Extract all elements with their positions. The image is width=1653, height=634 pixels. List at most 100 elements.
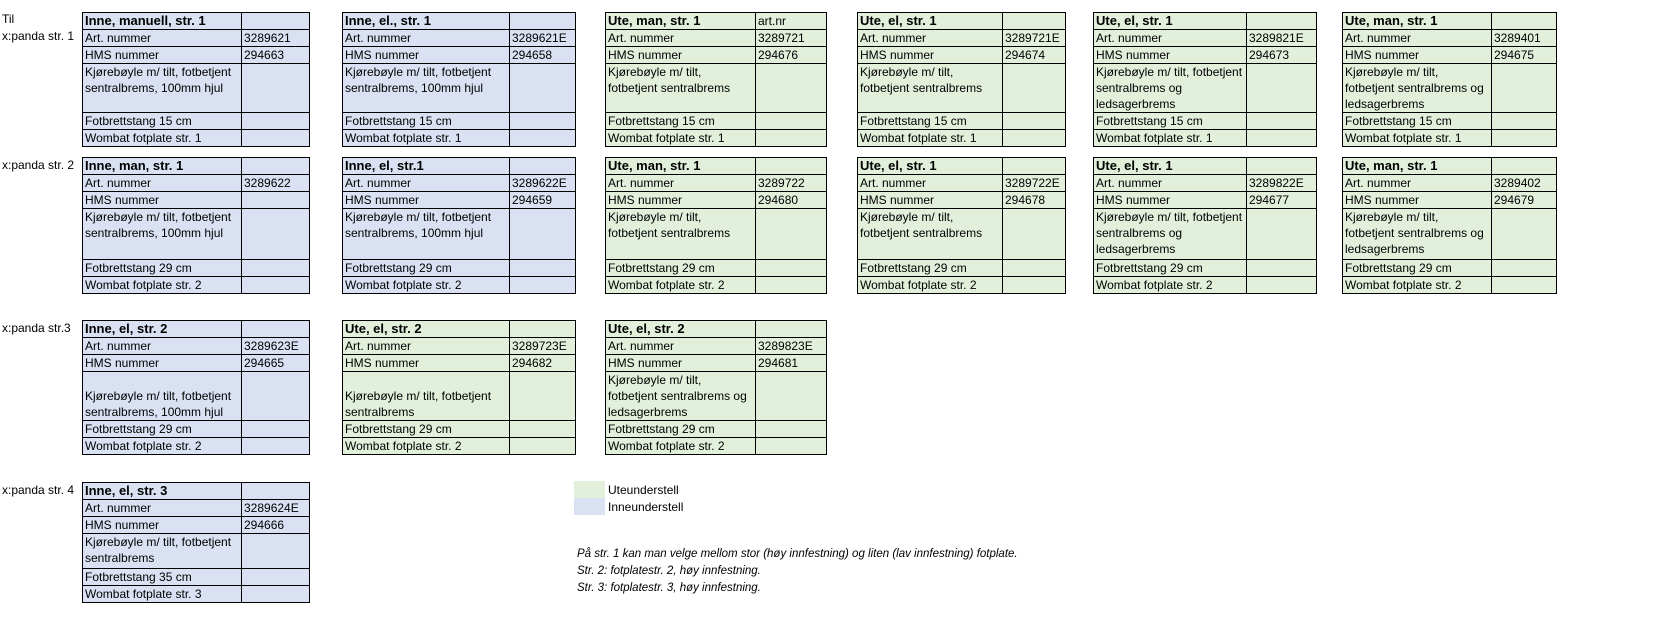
hdr-label-cell[interactable]: Ute, man, str. 1	[605, 157, 756, 175]
hms-value-cell[interactable]: 294681	[755, 354, 827, 372]
art-value-cell[interactable]: 3289622E	[509, 174, 576, 192]
art-label-cell[interactable]: Art. nummer	[605, 174, 756, 192]
art-value-cell[interactable]: 3289621	[241, 29, 310, 47]
wombat-label-cell[interactable]: Wombat fotplate str. 1	[1093, 129, 1247, 147]
fot-label-cell[interactable]: Fotbrettstang 15 cm	[342, 112, 510, 130]
fot-label-cell[interactable]: Fotbrettstang 15 cm	[857, 112, 1003, 130]
desc-value-cell[interactable]	[509, 63, 576, 113]
wombat-value-cell[interactable]	[1246, 129, 1317, 147]
fot-value-cell[interactable]	[241, 420, 310, 438]
wombat-value-cell[interactable]	[1002, 276, 1066, 294]
hms-value-cell[interactable]: 294663	[241, 46, 310, 64]
hms-label-cell[interactable]: HMS nummer	[857, 191, 1003, 209]
hms-value-cell[interactable]: 294682	[509, 354, 576, 372]
art-value-cell[interactable]: 3289722	[755, 174, 827, 192]
art-label-cell[interactable]: Art. nummer	[82, 174, 242, 192]
desc-value-cell[interactable]	[1002, 208, 1066, 260]
art-label-cell[interactable]: Art. nummer	[82, 337, 242, 355]
art-value-cell[interactable]: 3289721E	[1002, 29, 1066, 47]
desc-value-cell[interactable]	[241, 371, 310, 421]
hdr-value-cell[interactable]	[509, 12, 576, 30]
fot-label-cell[interactable]: Fotbrettstang 29 cm	[82, 420, 242, 438]
desc-label-cell[interactable]: Kjørebøyle m/ tilt, fotbetjent sentralbr…	[82, 371, 242, 421]
fot-label-cell[interactable]: Fotbrettstang 29 cm	[857, 259, 1003, 277]
art-value-cell[interactable]: 3289401	[1491, 29, 1557, 47]
art-label-cell[interactable]: Art. nummer	[342, 29, 510, 47]
wombat-value-cell[interactable]	[1246, 276, 1317, 294]
fot-value-cell[interactable]	[1246, 259, 1317, 277]
hms-label-cell[interactable]: HMS nummer	[82, 191, 242, 209]
hdr-value-cell[interactable]	[1002, 157, 1066, 175]
desc-value-cell[interactable]	[1002, 63, 1066, 113]
fot-value-cell[interactable]	[1491, 259, 1557, 277]
wombat-value-cell[interactable]	[1002, 129, 1066, 147]
hdr-value-cell[interactable]	[1491, 157, 1557, 175]
wombat-value-cell[interactable]	[509, 276, 576, 294]
hdr-label-cell[interactable]: Inne, el, str.1	[342, 157, 510, 175]
wombat-value-cell[interactable]	[509, 437, 576, 455]
fot-label-cell[interactable]: Fotbrettstang 29 cm	[342, 420, 510, 438]
desc-label-cell[interactable]: Kjørebøyle m/ tilt, fotbetjent sentralbr…	[1342, 208, 1492, 260]
desc-label-cell[interactable]: Kjørebøyle m/ tilt, fotbetjent sentralbr…	[342, 371, 510, 421]
desc-label-cell[interactable]: Kjørebøyle m/ tilt, fotbetjent sentralbr…	[1093, 63, 1247, 113]
hdr-label-cell[interactable]: Ute, el, str. 1	[857, 12, 1003, 30]
art-label-cell[interactable]: Art. nummer	[342, 337, 510, 355]
hms-label-cell[interactable]: HMS nummer	[605, 354, 756, 372]
desc-label-cell[interactable]: Kjørebøyle m/ tilt, fotbetjent sentralbr…	[1093, 208, 1247, 260]
hms-label-cell[interactable]: HMS nummer	[82, 516, 242, 534]
wombat-value-cell[interactable]	[241, 276, 310, 294]
hms-value-cell[interactable]: 294674	[1002, 46, 1066, 64]
wombat-label-cell[interactable]: Wombat fotplate str. 2	[605, 276, 756, 294]
fot-label-cell[interactable]: Fotbrettstang 29 cm	[342, 259, 510, 277]
wombat-label-cell[interactable]: Wombat fotplate str. 1	[1342, 129, 1492, 147]
art-label-cell[interactable]: Art. nummer	[342, 174, 510, 192]
hdr-value-cell[interactable]	[241, 12, 310, 30]
hdr-value-cell[interactable]	[241, 320, 310, 338]
wombat-value-cell[interactable]	[241, 129, 310, 147]
hms-value-cell[interactable]	[241, 191, 310, 209]
art-label-cell[interactable]: Art. nummer	[1342, 174, 1492, 192]
hdr-label-cell[interactable]: Ute, el, str. 1	[857, 157, 1003, 175]
hdr-value-cell[interactable]	[755, 320, 827, 338]
desc-label-cell[interactable]: Kjørebøyle m/ tilt, fotbetjent sentralbr…	[1342, 63, 1492, 113]
desc-label-cell[interactable]: Kjørebøyle m/ tilt, fotbetjent sentralbr…	[82, 208, 242, 260]
desc-value-cell[interactable]	[755, 371, 827, 421]
hms-value-cell[interactable]: 294666	[241, 516, 310, 534]
art-label-cell[interactable]: Art. nummer	[857, 29, 1003, 47]
art-label-cell[interactable]: Art. nummer	[82, 499, 242, 517]
hdr-label-cell[interactable]: Inne, el, str. 2	[82, 320, 242, 338]
desc-label-cell[interactable]: Kjørebøyle m/ tilt, fotbetjent sentralbr…	[82, 533, 242, 569]
desc-label-cell[interactable]: Kjørebøyle m/ tilt, fotbetjent sentralbr…	[857, 63, 1003, 113]
art-label-cell[interactable]: Art. nummer	[1093, 29, 1247, 47]
art-value-cell[interactable]: 3289822E	[1246, 174, 1317, 192]
desc-value-cell[interactable]	[241, 208, 310, 260]
hms-label-cell[interactable]: HMS nummer	[82, 354, 242, 372]
desc-value-cell[interactable]	[1246, 63, 1317, 113]
hms-value-cell[interactable]: 294677	[1246, 191, 1317, 209]
hdr-value-cell[interactable]	[1002, 12, 1066, 30]
art-label-cell[interactable]: Art. nummer	[857, 174, 1003, 192]
fot-value-cell[interactable]	[241, 568, 310, 586]
art-value-cell[interactable]: 3289621E	[509, 29, 576, 47]
hdr-label-cell[interactable]: Inne, manuell, str. 1	[82, 12, 242, 30]
art-label-cell[interactable]: Art. nummer	[605, 337, 756, 355]
hdr-label-cell[interactable]: Ute, el, str. 1	[1093, 12, 1247, 30]
fot-value-cell[interactable]	[241, 259, 310, 277]
hms-value-cell[interactable]: 294675	[1491, 46, 1557, 64]
hdr-value-cell[interactable]	[509, 157, 576, 175]
art-value-cell[interactable]: 3289623E	[241, 337, 310, 355]
art-value-cell[interactable]: 3289823E	[755, 337, 827, 355]
fot-value-cell[interactable]	[1002, 259, 1066, 277]
hdr-value-cell[interactable]	[1246, 12, 1317, 30]
hms-label-cell[interactable]: HMS nummer	[605, 46, 756, 64]
hdr-label-cell[interactable]: Inne, el., str. 1	[342, 12, 510, 30]
art-value-cell[interactable]: 3289624E	[241, 499, 310, 517]
fot-value-cell[interactable]	[755, 420, 827, 438]
hdr-label-cell[interactable]: Inne, el, str. 3	[82, 482, 242, 500]
hms-value-cell[interactable]: 294658	[509, 46, 576, 64]
fot-label-cell[interactable]: Fotbrettstang 29 cm	[1342, 259, 1492, 277]
fot-value-cell[interactable]	[1246, 112, 1317, 130]
art-value-cell[interactable]: 3289402	[1491, 174, 1557, 192]
hms-value-cell[interactable]: 294659	[509, 191, 576, 209]
wombat-label-cell[interactable]: Wombat fotplate str. 2	[82, 276, 242, 294]
